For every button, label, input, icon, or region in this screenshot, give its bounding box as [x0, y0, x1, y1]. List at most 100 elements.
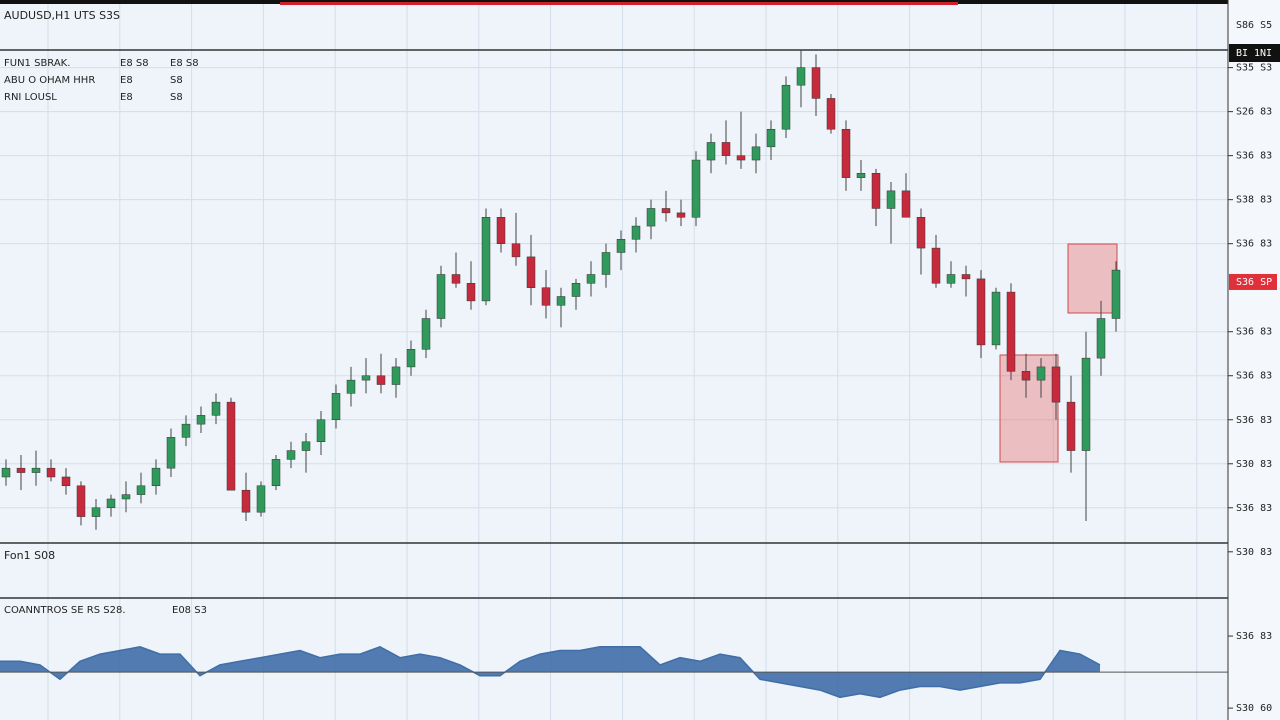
candle-body	[466, 283, 476, 302]
candle-body	[91, 507, 101, 517]
candle-body	[871, 173, 881, 209]
candle-body	[1096, 318, 1106, 359]
candle-body	[211, 401, 221, 416]
current-price-badge	[1229, 273, 1277, 290]
candle-body	[631, 225, 641, 240]
highlight-box	[1067, 243, 1118, 314]
candle-body	[586, 274, 596, 284]
price-axis-area	[1228, 0, 1280, 720]
candle-body	[856, 173, 866, 178]
y-tick-label: S30 83	[1236, 547, 1272, 558]
candle-body	[601, 252, 611, 275]
y-tick-label: S36 83	[1236, 327, 1272, 338]
candle-body	[1036, 366, 1046, 381]
candle-body	[916, 217, 926, 249]
candle-body	[271, 459, 281, 487]
y-tick-label: S36 83	[1236, 151, 1272, 162]
candle-body	[121, 494, 131, 500]
candle-body	[346, 379, 356, 394]
y-tick-label: S35 S3	[1236, 63, 1272, 74]
candle-body	[691, 159, 701, 218]
info-text: E8	[120, 75, 133, 86]
candle-body	[541, 287, 551, 306]
candle-body	[421, 318, 431, 350]
candle-body	[166, 437, 176, 469]
candle-body	[1006, 291, 1016, 372]
candle-body	[301, 441, 311, 451]
candle-body	[511, 243, 521, 258]
y-tick-label: S30 60	[1236, 703, 1272, 714]
candle-body	[136, 485, 146, 495]
candle-body	[886, 190, 896, 209]
candle-body	[841, 128, 851, 178]
candle-body	[76, 485, 86, 517]
info-text: E8 S8	[120, 58, 149, 69]
candle-body	[646, 208, 656, 227]
time-grid	[0, 4, 1228, 720]
candle-body	[256, 485, 266, 513]
candle-body	[436, 274, 446, 319]
candle-body	[1111, 269, 1121, 319]
candle-body	[991, 291, 1001, 346]
candle-body	[811, 67, 821, 99]
candle-body	[1051, 366, 1061, 403]
candle-body	[931, 247, 941, 284]
candle-body	[286, 450, 296, 460]
panel-label: Fon1 S08	[4, 549, 55, 562]
y-tick-label: S36 83	[1236, 415, 1272, 426]
candle-body	[736, 155, 746, 161]
candle-body	[751, 146, 761, 161]
candle-body	[661, 208, 671, 214]
y-tick-label: S26 83	[1236, 107, 1272, 118]
candle-body	[766, 128, 776, 148]
candle-body	[241, 489, 251, 513]
symbol-title: AUDUSD,H1 UTS S3S	[4, 9, 120, 22]
timeframe-label: BI 1NI	[1236, 48, 1272, 59]
info-text: E8	[120, 92, 133, 103]
panel-subtitle: E08 S3	[172, 605, 207, 616]
current-price-label: S36 SP	[1236, 277, 1272, 288]
candle-body	[826, 98, 836, 130]
panel-title: COANNTROS SE RS S28.	[4, 605, 126, 616]
area-line	[0, 645, 1101, 699]
marks: S35 S3 S26 83 S36 83 S38 83 S36 83 S36 83 S36 …	[0, 50, 1277, 714]
candle-body	[1, 467, 11, 478]
candle-body	[391, 366, 401, 385]
candle-body	[181, 423, 191, 438]
candle-body	[526, 256, 536, 288]
timeframe-badge	[1229, 44, 1280, 62]
candle-body	[481, 217, 491, 302]
y-tick-label: S38 83	[1236, 195, 1272, 206]
info-text: S8	[170, 92, 183, 103]
info-text: S8	[170, 75, 183, 86]
candle-body	[331, 393, 341, 421]
candle-body	[616, 239, 626, 253]
candle-body	[976, 278, 986, 346]
candle-body	[451, 274, 461, 284]
y-tick-label: S36 83	[1236, 371, 1272, 382]
candle-body	[151, 467, 161, 487]
candle-body	[361, 375, 371, 381]
top-accent	[280, 2, 958, 5]
candle-body	[676, 212, 686, 218]
y-tick-label: S36 83	[1236, 239, 1272, 250]
candle-body	[226, 401, 236, 491]
candle-body	[196, 415, 206, 425]
info-text: E8 S8	[170, 58, 199, 69]
candle-body	[46, 467, 56, 478]
candle-body	[946, 274, 956, 284]
candle-body	[961, 274, 971, 280]
candle-body	[706, 142, 716, 161]
info-text: ABU O OHAM HHR	[4, 75, 95, 86]
top-price: S86 S5	[1236, 20, 1272, 31]
y-tick-label: S30 83	[1236, 459, 1272, 470]
candle-body	[61, 476, 71, 487]
info-text: FUN1 SBRAK.	[4, 58, 70, 69]
candle-body	[1021, 371, 1031, 381]
candle-body	[1081, 357, 1091, 451]
candle-body	[406, 349, 416, 368]
candle-body	[496, 217, 506, 244]
candle-body	[316, 419, 326, 443]
candle-body	[901, 190, 911, 218]
